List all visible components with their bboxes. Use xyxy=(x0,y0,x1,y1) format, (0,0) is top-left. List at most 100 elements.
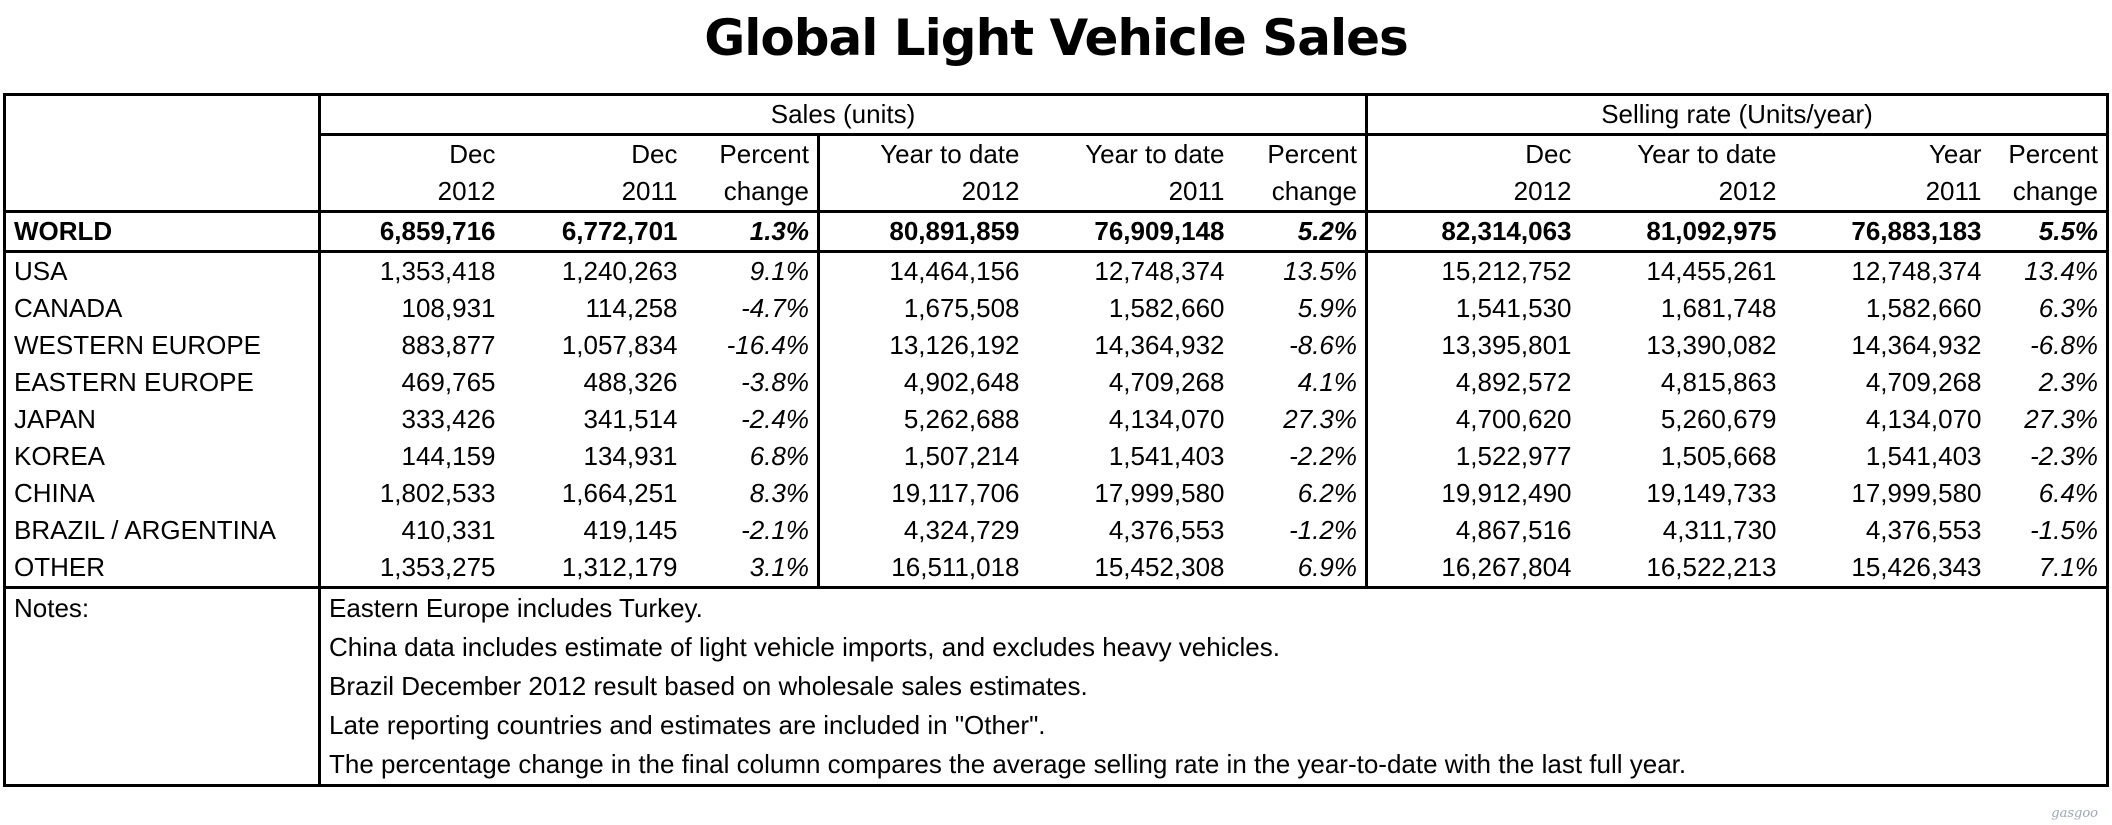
value-cell: 19,117,706 xyxy=(891,478,1020,508)
value-cell: 488,326 xyxy=(583,367,678,397)
percent-cell: 27.3% xyxy=(1232,401,1368,438)
percent-cell: -3.8% xyxy=(685,364,820,401)
table-row: EASTERN EUROPE 469,765 488,326 -3.8% 4,902,6… xyxy=(4,364,2108,401)
percent-cell: 8.3% xyxy=(685,475,820,512)
column-header-bottom: 2011 xyxy=(1925,176,1982,206)
percent-cell: 6.9% xyxy=(1232,549,1368,588)
column-header-top: Percent xyxy=(685,134,820,173)
percent-cell: 1.3% xyxy=(685,210,820,253)
value-cell: 4,892,572 xyxy=(1455,367,1572,397)
value-cell: 4,134,070 xyxy=(1108,404,1225,434)
note-text: Eastern Europe includes Turkey. xyxy=(319,586,2108,628)
percent-cell: 6.2% xyxy=(1232,475,1368,512)
percent-cell: 6.8% xyxy=(685,438,820,475)
value-cell: 16,522,213 xyxy=(1646,552,1777,582)
value-cell: 1,353,275 xyxy=(379,552,496,582)
value-cell: 4,902,648 xyxy=(903,367,1020,397)
value-cell: 1,582,660 xyxy=(1108,293,1225,323)
value-cell: 13,126,192 xyxy=(889,330,1020,360)
note-text: China data includes estimate of light ve… xyxy=(329,632,1280,662)
table-row: USA 1,353,418 1,240,263 9.1% 14,464,156 12,74… xyxy=(4,251,2108,290)
value-cell: 14,364,932 xyxy=(1851,330,1982,360)
row-label: OTHER xyxy=(4,549,321,588)
value-cell: 4,867,516 xyxy=(1455,515,1572,545)
value-cell: 81,092,975 xyxy=(1579,210,1785,253)
percent-cell: -1.2% xyxy=(1232,512,1368,549)
percent-cell: 13.5% xyxy=(1232,251,1368,290)
value-cell: 4,709,268 xyxy=(1865,367,1982,397)
row-label: EASTERN EUROPE xyxy=(4,364,321,401)
table-row: BRAZIL / ARGENTINA 410,331 419,145 -2.1% 4,3… xyxy=(4,512,2108,549)
value-cell: 5,262,688 xyxy=(903,404,1020,434)
column-header-bottom: change xyxy=(2012,176,2099,206)
value-cell: 333,426 xyxy=(401,404,496,434)
value-cell: 4,324,729 xyxy=(903,515,1020,545)
value-cell: 16,267,804 xyxy=(1441,552,1572,582)
value-cell: 1,541,403 xyxy=(1865,441,1982,471)
value-cell: 4,134,070 xyxy=(1865,404,1982,434)
value-cell: 1,507,214 xyxy=(903,441,1020,471)
value-cell: 82,314,063 xyxy=(1366,210,1580,253)
row-label: BRAZIL / ARGENTINA xyxy=(4,512,321,549)
value-cell: 1,802,533 xyxy=(379,478,496,508)
column-header-top: Year xyxy=(1928,139,1982,169)
table-row: KOREA 144,159 134,931 6.8% 1,507,214 1,541,40… xyxy=(4,438,2108,475)
column-header-bottom: 2011 xyxy=(621,176,678,206)
value-cell: 80,891,859 xyxy=(818,210,1028,253)
value-cell: 19,912,490 xyxy=(1441,478,1572,508)
value-cell: 6,772,701 xyxy=(503,210,686,253)
value-cell: 4,376,553 xyxy=(1865,515,1982,545)
percent-cell: 13.4% xyxy=(2024,256,2099,286)
value-cell: 1,353,418 xyxy=(379,256,496,286)
value-cell: 1,522,977 xyxy=(1455,441,1572,471)
value-cell: 76,883,183 xyxy=(1784,210,1990,253)
note-row: The percentage change in the final colum… xyxy=(5,745,2108,786)
row-label: CHINA xyxy=(4,475,321,512)
value-cell: 1,582,660 xyxy=(1865,293,1982,323)
column-header-bottom: change xyxy=(1232,173,1368,212)
note-text: Brazil December 2012 result based on who… xyxy=(329,671,1088,701)
value-cell: 1,664,251 xyxy=(561,478,678,508)
column-header-bottom: 2012 xyxy=(961,176,1020,206)
value-cell: 4,700,620 xyxy=(1455,404,1572,434)
percent-cell: 9.1% xyxy=(685,251,820,290)
value-cell: 341,514 xyxy=(583,404,678,434)
value-cell: 19,149,733 xyxy=(1646,478,1777,508)
value-cell: 469,765 xyxy=(401,367,496,397)
percent-cell: 2.3% xyxy=(2038,367,2099,397)
value-cell: 76,909,148 xyxy=(1027,210,1233,253)
column-header-top: Dec xyxy=(1525,139,1572,169)
value-cell: 4,815,863 xyxy=(1660,367,1777,397)
column-header-top: Year to date xyxy=(1085,139,1225,169)
column-header-bottom: change xyxy=(685,173,820,212)
percent-cell: 4.1% xyxy=(1232,364,1368,401)
sales-table: Sales (units) Selling rate (Units/year) … xyxy=(3,93,2110,787)
table-row: CHINA 1,802,533 1,664,251 8.3% 19,117,706 17,… xyxy=(4,475,2108,512)
value-cell: 1,675,508 xyxy=(903,293,1020,323)
value-cell: 14,455,261 xyxy=(1646,256,1777,286)
column-header-bottom: 2012 xyxy=(437,176,496,206)
value-cell: 6,859,716 xyxy=(319,210,504,253)
value-cell: 883,877 xyxy=(401,330,496,360)
value-cell: 1,681,748 xyxy=(1660,293,1777,323)
value-cell: 13,395,801 xyxy=(1441,330,1572,360)
value-cell: 1,057,834 xyxy=(561,330,678,360)
column-header-bottom: 2012 xyxy=(1718,176,1777,206)
value-cell: 14,464,156 xyxy=(889,256,1020,286)
group-rate-header: Selling rate (Units/year) xyxy=(1366,94,2108,136)
note-row: China data includes estimate of light ve… xyxy=(5,628,2108,667)
value-cell: 15,452,308 xyxy=(1094,552,1225,582)
value-cell: 15,212,752 xyxy=(1441,256,1572,286)
value-cell: 410,331 xyxy=(401,515,496,545)
column-header-row-top: Dec Dec Percent Year to date Year to date Per… xyxy=(5,134,2108,173)
value-cell: 12,748,374 xyxy=(1094,256,1225,286)
watermark-logo: gasgoo xyxy=(2051,806,2098,821)
notes-label: Notes: xyxy=(4,586,321,786)
value-cell: 16,511,018 xyxy=(891,552,1020,582)
note-text: Late reporting countries and estimates a… xyxy=(329,710,1046,740)
percent-cell: 6.4% xyxy=(2038,478,2099,508)
column-header-top: Dec xyxy=(449,139,496,169)
percent-cell: -6.8% xyxy=(2030,330,2099,360)
value-cell: 14,364,932 xyxy=(1094,330,1225,360)
table-row: WESTERN EUROPE 883,877 1,057,834 -16.4% 13,1… xyxy=(4,327,2108,364)
